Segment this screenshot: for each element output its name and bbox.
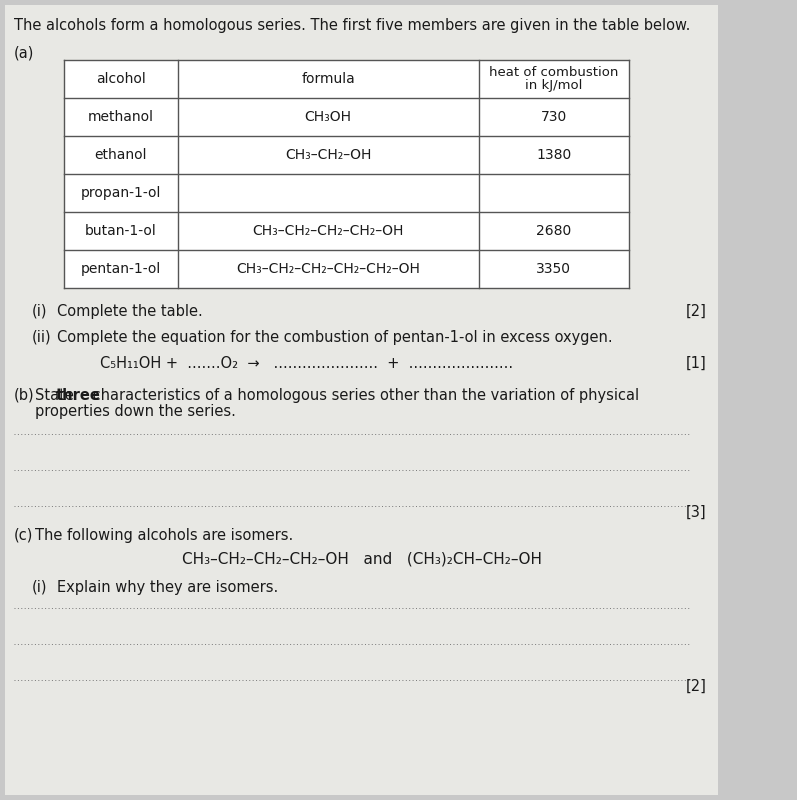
Text: [2]: [2] xyxy=(685,679,707,694)
Text: properties down the series.: properties down the series. xyxy=(34,404,236,419)
Text: (i): (i) xyxy=(32,580,47,595)
Text: 730: 730 xyxy=(541,110,567,124)
Text: (b): (b) xyxy=(14,388,34,403)
Text: CH₃–CH₂–CH₂–CH₂–CH₂–OH: CH₃–CH₂–CH₂–CH₂–CH₂–OH xyxy=(236,262,420,276)
Text: formula: formula xyxy=(301,72,355,86)
Text: CH₃–CH₂–OH: CH₃–CH₂–OH xyxy=(285,148,371,162)
Text: 2680: 2680 xyxy=(536,224,571,238)
Text: Explain why they are isomers.: Explain why they are isomers. xyxy=(57,580,278,595)
Text: (a): (a) xyxy=(14,46,34,61)
Text: alcohol: alcohol xyxy=(96,72,146,86)
Text: (i): (i) xyxy=(32,304,47,319)
Text: The alcohols form a homologous series. The first five members are given in the t: The alcohols form a homologous series. T… xyxy=(14,18,690,33)
Text: State: State xyxy=(34,388,78,403)
Text: three: three xyxy=(56,388,100,403)
Text: [1]: [1] xyxy=(686,356,707,371)
Text: [3]: [3] xyxy=(686,505,707,520)
Bar xyxy=(64,60,629,288)
Text: in kJ/mol: in kJ/mol xyxy=(525,79,583,93)
Text: pentan-1-ol: pentan-1-ol xyxy=(80,262,161,276)
Text: CH₃–CH₂–CH₂–CH₂–OH: CH₃–CH₂–CH₂–CH₂–OH xyxy=(253,224,404,238)
Text: [2]: [2] xyxy=(685,304,707,319)
Text: (ii): (ii) xyxy=(32,330,52,345)
Text: Complete the equation for the combustion of pentan-1-ol in excess oxygen.: Complete the equation for the combustion… xyxy=(57,330,612,345)
Text: propan-1-ol: propan-1-ol xyxy=(80,186,161,200)
Text: Complete the table.: Complete the table. xyxy=(57,304,202,319)
Text: 1380: 1380 xyxy=(536,148,571,162)
Text: characteristics of a homologous series other than the variation of physical: characteristics of a homologous series o… xyxy=(88,388,639,403)
Text: 3350: 3350 xyxy=(536,262,571,276)
Text: C₅H₁₁OH +  .......O₂  →   ......................  +  ......................: C₅H₁₁OH + .......O₂ → ..................… xyxy=(100,356,513,371)
Text: The following alcohols are isomers.: The following alcohols are isomers. xyxy=(34,528,292,543)
Text: methanol: methanol xyxy=(88,110,154,124)
Text: heat of combustion: heat of combustion xyxy=(489,66,618,78)
Text: butan-1-ol: butan-1-ol xyxy=(85,224,157,238)
Text: ethanol: ethanol xyxy=(95,148,147,162)
Text: CH₃–CH₂–CH₂–CH₂–OH   and   (CH₃)₂CH–CH₂–OH: CH₃–CH₂–CH₂–CH₂–OH and (CH₃)₂CH–CH₂–OH xyxy=(182,552,542,567)
Text: (c): (c) xyxy=(14,528,33,543)
Text: CH₃OH: CH₃OH xyxy=(304,110,351,124)
